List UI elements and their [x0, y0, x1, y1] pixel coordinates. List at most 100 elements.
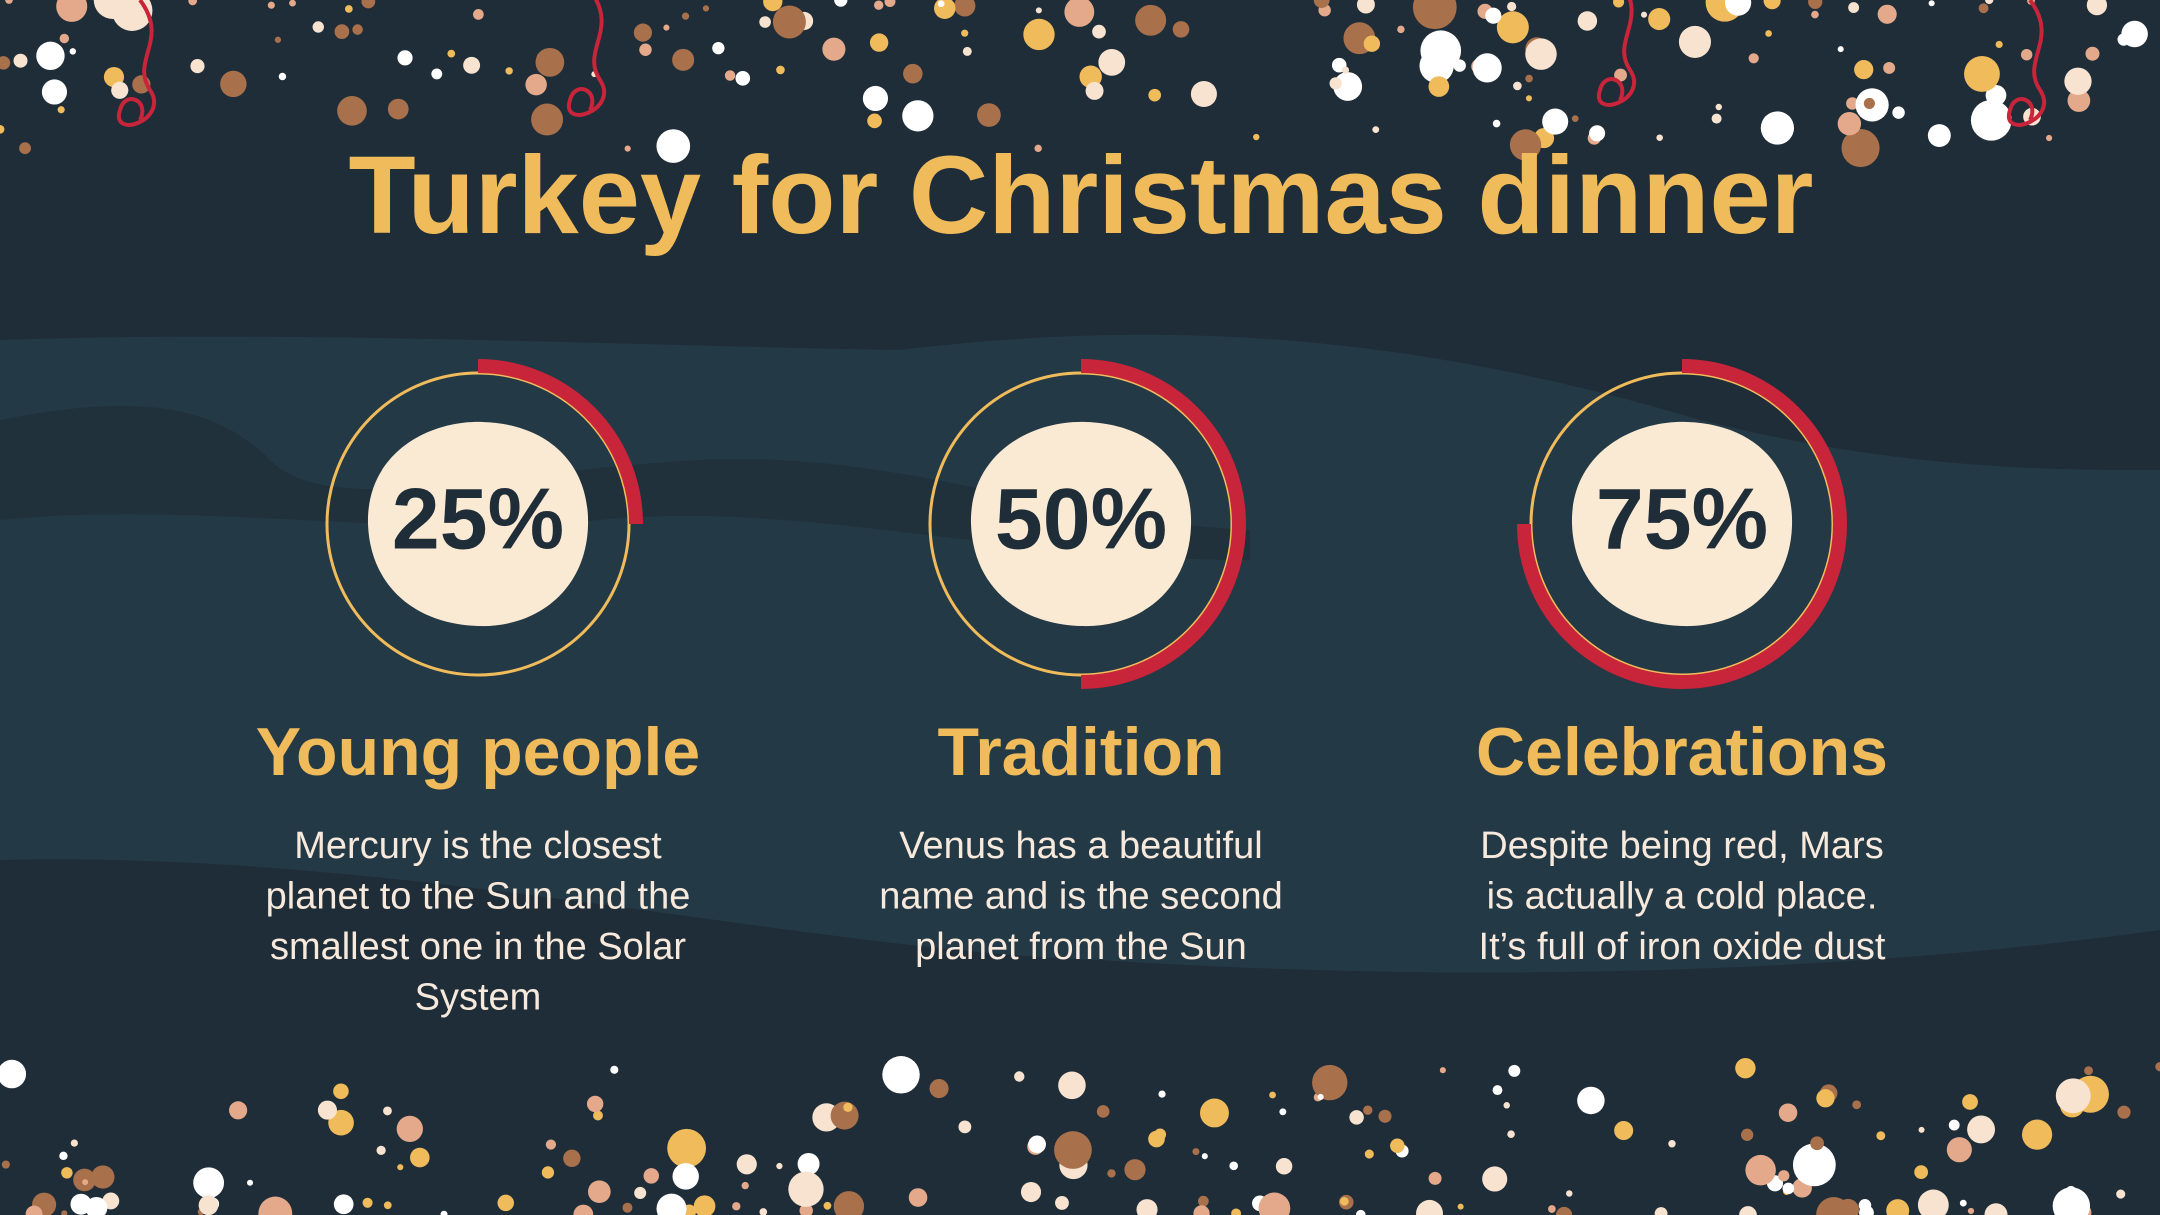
confetti-dot	[1858, 1199, 1872, 1212]
confetti-dot	[1614, 68, 1627, 82]
confetti-dot	[643, 1168, 659, 1184]
confetti-dot	[1200, 1098, 1229, 1128]
confetti-dot	[681, 12, 690, 20]
confetti-dot	[1778, 1170, 1790, 1182]
confetti-dot	[1668, 1139, 1676, 1148]
confetti-dot	[823, 1201, 832, 1210]
confetti-dot	[2052, 1187, 2091, 1215]
confetti-dot	[1, 1160, 10, 1169]
confetti-dot	[258, 1196, 293, 1215]
confetti-dot	[91, 1165, 115, 1189]
confetti-dot	[383, 1106, 392, 1116]
description-line: planet to the Sun and the	[266, 876, 691, 918]
description-line: is actually a cold place.	[1487, 876, 1878, 918]
confetti-dot	[2085, 46, 2100, 61]
confetti-dot	[440, 1210, 448, 1215]
confetti-dot	[902, 100, 934, 132]
confetti-dot	[1985, 0, 1994, 5]
confetti-dot	[1098, 48, 1126, 76]
confetti-dot	[977, 103, 1001, 127]
confetti-dot	[1193, 1205, 1210, 1215]
confetti-dot	[1778, 1103, 1798, 1122]
confetti-dot	[387, 98, 409, 120]
description-line: Mercury is the closest	[294, 825, 662, 867]
confetti-dot	[1058, 1071, 1086, 1100]
confetti-dot	[56, 0, 88, 22]
confetti-dot	[610, 1065, 619, 1074]
confetti-dot	[1428, 76, 1450, 97]
confetti-dot	[1092, 24, 1106, 39]
confetti-dot	[2155, 1061, 2160, 1072]
confetti-dot	[25, 1205, 43, 1215]
confetti-dot	[735, 71, 751, 86]
confetti-dot	[763, 0, 783, 12]
confetti-dot	[1390, 1138, 1405, 1154]
confetti-dot	[36, 41, 65, 71]
confetti-dot	[1197, 1195, 1209, 1207]
confetti-dot	[903, 63, 923, 84]
confetti-dot	[1613, 0, 1625, 8]
confetti-dot	[1372, 126, 1380, 134]
confetti-dot	[1428, 1171, 1442, 1185]
confetti-dot	[929, 1079, 949, 1099]
confetti-dot	[1329, 77, 1342, 90]
confetti-dot	[1525, 38, 1557, 70]
confetti-dot	[1711, 113, 1722, 124]
confetti-dot	[882, 1056, 920, 1094]
confetti-dot	[663, 24, 670, 31]
center-blob	[1571, 421, 1793, 627]
confetti-dot	[545, 1139, 557, 1150]
confetti-dot	[1886, 1199, 1910, 1215]
confetti-dot	[1724, 0, 1752, 16]
confetti-dot	[1416, 1199, 1443, 1215]
chart-title: Celebrations	[1476, 714, 1888, 790]
confetti-dot	[1811, 10, 1819, 19]
confetti-dot	[1020, 1181, 1042, 1203]
confetti-dot	[587, 1180, 611, 1204]
confetti-dot	[278, 72, 287, 81]
confetti-dot	[333, 1194, 354, 1215]
confetti-dot	[2117, 33, 2130, 46]
confetti-dot	[732, 1202, 741, 1211]
confetti-dot	[1748, 53, 1759, 64]
donut-arc	[477, 359, 643, 525]
confetti-dot	[1892, 106, 1905, 119]
center-blob	[367, 421, 589, 627]
confetti-dot	[1378, 1109, 1392, 1123]
confetti-dot	[776, 1162, 783, 1170]
confetti-dot	[1317, 1093, 1324, 1101]
confetti-dot	[1457, 1203, 1464, 1210]
confetti-dot	[908, 1188, 928, 1207]
confetti-dot	[1837, 112, 1862, 136]
confetti-dot	[93, 0, 132, 19]
description-line: planet from the Sun	[915, 926, 1247, 968]
confetti-dot	[1836, 1198, 1860, 1215]
confetti-dot	[431, 68, 443, 80]
confetti-dot	[19, 142, 31, 155]
confetti-dot	[1349, 1110, 1364, 1125]
confetti-dot	[1654, 1207, 1668, 1215]
confetti-dot	[1841, 128, 1880, 168]
confetti-dot	[634, 1186, 647, 1199]
value-label: 75%	[1596, 472, 1768, 568]
confetti-dot	[1135, 4, 1167, 36]
confetti-dot	[59, 1151, 68, 1161]
confetti-dot	[1201, 1153, 1208, 1160]
confetti-dot	[397, 50, 413, 66]
confetti-dot	[0, 124, 5, 134]
confetti-dot	[1034, 144, 1042, 153]
confetti-dot	[639, 43, 652, 56]
confetti-dot	[1883, 61, 1896, 74]
confetti-dot	[1508, 1064, 1521, 1077]
confetti-dot	[0, 56, 11, 70]
confetti-dot	[447, 49, 456, 58]
confetti-dot	[1640, 11, 1648, 18]
confetti-dot	[712, 41, 725, 55]
confetti-dot	[834, 0, 848, 7]
confetti-dot	[1023, 18, 1055, 51]
confetti-dot	[410, 1147, 430, 1168]
confetti-dot	[1485, 7, 1502, 24]
value-label: 50%	[995, 472, 1167, 568]
confetti-dot	[937, 0, 945, 8]
confetti-dot	[1513, 81, 1522, 91]
